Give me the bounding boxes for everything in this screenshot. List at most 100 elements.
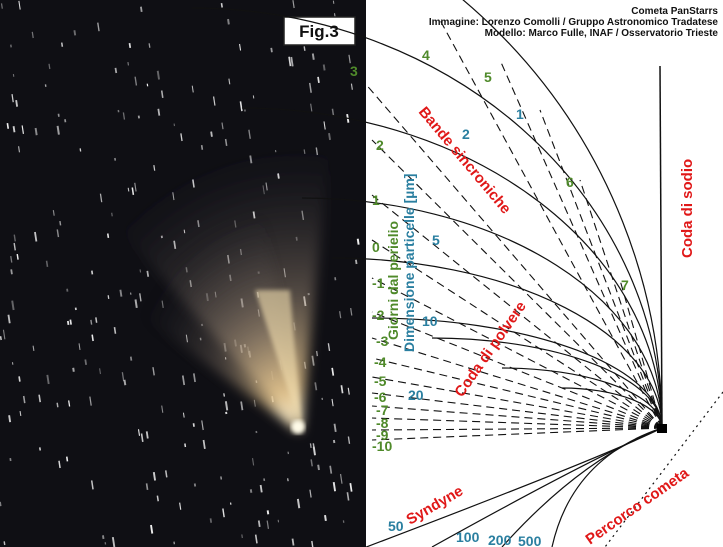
star-trail — [70, 320, 71, 325]
star-trail — [115, 68, 116, 73]
star-trail — [318, 465, 319, 470]
star-trail — [16, 100, 17, 107]
star-trail — [108, 234, 109, 238]
size-label: 2 — [462, 126, 470, 142]
annotation-syndynes: Syndyne — [404, 482, 467, 528]
star-trail — [318, 77, 319, 83]
star-trail — [120, 290, 121, 297]
size-label: 1 — [516, 106, 524, 122]
star-trail — [251, 489, 252, 492]
star-trail — [334, 482, 335, 491]
star-trail — [47, 261, 48, 267]
star-trail — [130, 43, 131, 48]
star-trail — [74, 30, 75, 35]
star-trail — [268, 510, 269, 514]
star-trail — [259, 521, 260, 527]
star-trail — [293, 539, 294, 546]
figure-label: Fig.3 — [299, 22, 339, 41]
star-trail — [58, 126, 59, 135]
star-trail — [62, 43, 63, 47]
syndyne — [502, 368, 662, 428]
star-trail — [4, 541, 5, 545]
star-trail — [60, 221, 61, 225]
star-trail — [194, 423, 195, 426]
star-trail — [92, 271, 93, 275]
annotation-sodium-tail: Coda di sodio — [679, 159, 696, 258]
annotation-orbit: Percorco cometa — [583, 464, 693, 547]
star-trail — [298, 499, 299, 508]
day-label: -4 — [374, 354, 387, 370]
star-trail — [311, 459, 312, 466]
star-trail — [67, 457, 68, 462]
star-trail — [271, 48, 272, 52]
star-trail — [85, 359, 86, 364]
day-label: -10 — [372, 438, 392, 454]
star-trail — [341, 385, 342, 393]
star-trail — [242, 534, 243, 538]
day-label: -2 — [372, 307, 385, 323]
star-trail — [317, 351, 318, 356]
star-trail — [310, 443, 311, 448]
star-trail — [124, 380, 125, 385]
star-trail — [1, 336, 2, 340]
star-trail — [154, 472, 155, 480]
nucleus — [657, 424, 667, 433]
star-trail — [324, 65, 325, 71]
star-trail — [330, 466, 331, 474]
day-label: 7 — [621, 277, 629, 293]
star-trail — [329, 133, 330, 140]
star-trail — [33, 346, 34, 351]
star-trail — [147, 483, 148, 489]
size-label: 500 — [518, 533, 542, 547]
star-trail — [73, 368, 74, 372]
synchrone — [372, 428, 662, 440]
size-label: 5 — [432, 232, 440, 248]
star-trail — [49, 64, 50, 69]
star-trail — [358, 239, 359, 245]
size-label: 200 — [488, 532, 512, 547]
star-trail — [314, 447, 315, 456]
annotation-synchrones: Bande sincroniche — [415, 104, 514, 218]
star-trail — [108, 295, 109, 299]
day-label: 4 — [422, 47, 430, 63]
size-label: 50 — [388, 518, 404, 534]
star-trail — [183, 413, 184, 418]
sodium-tail-line — [660, 66, 662, 428]
star-trail — [356, 260, 357, 264]
star-trail — [17, 254, 18, 260]
annotation-days-axis: Giorni dal perielio — [385, 221, 401, 340]
star-trail — [57, 403, 58, 408]
star-trail — [315, 382, 316, 390]
nucleus-glow — [291, 420, 305, 434]
annotation-dust-tail: Coda di polvere — [451, 298, 529, 400]
star-trail — [103, 535, 104, 539]
day-label: -1 — [372, 275, 385, 291]
credit: Immagine: Lorenzo Comolli / Gruppo Astro… — [429, 17, 719, 28]
day-label: -3 — [376, 333, 389, 349]
star-trail — [332, 109, 333, 116]
star-trail — [222, 3, 223, 7]
star-trail — [11, 269, 12, 274]
size-label: 100 — [456, 529, 480, 545]
star-trail — [92, 335, 93, 341]
star-trail — [39, 395, 40, 402]
day-label: 3 — [350, 63, 358, 79]
star-trail — [228, 19, 229, 24]
star-trail — [147, 431, 148, 438]
star-trail — [162, 91, 163, 98]
size-label: 20 — [408, 387, 424, 403]
star-trail — [157, 496, 158, 502]
day-label: 5 — [484, 69, 492, 85]
star-trail — [335, 424, 336, 432]
star-trail — [325, 515, 326, 521]
figure: Fig.3 Cometa PanStarrsImmagine: Lorenzo … — [0, 0, 723, 547]
star-trail — [8, 315, 9, 323]
day-label: 0 — [372, 239, 380, 255]
size-label: 10 — [422, 313, 438, 329]
day-label: 6 — [566, 174, 574, 190]
star-trail — [226, 401, 227, 410]
star-trail — [0, 502, 1, 506]
star-trail — [68, 321, 69, 325]
star-trail — [304, 46, 305, 50]
star-trail — [2, 3, 3, 8]
